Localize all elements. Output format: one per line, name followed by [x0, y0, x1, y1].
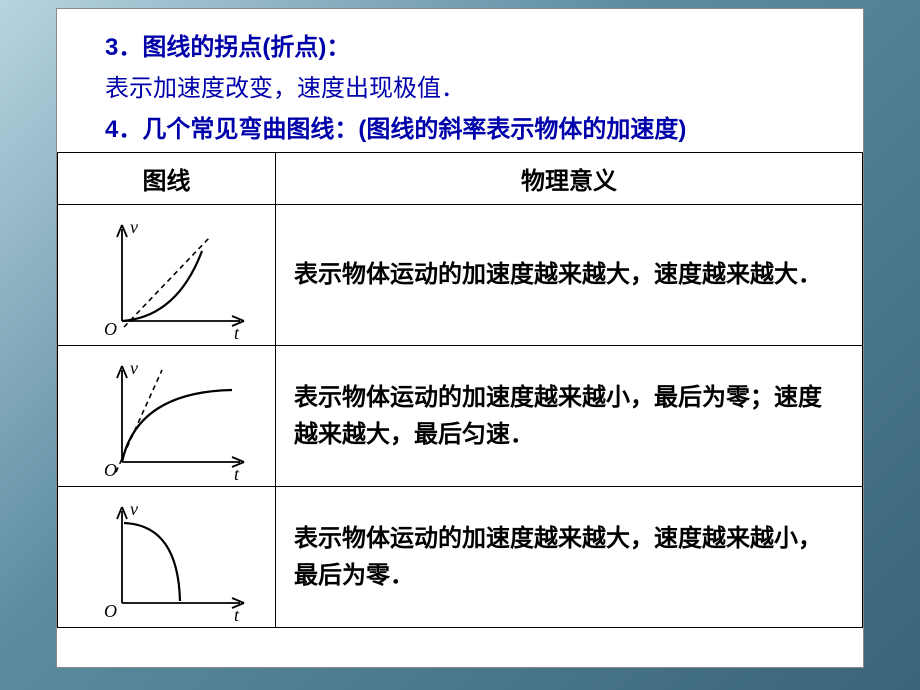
header-meaning: 物理意义	[276, 153, 863, 205]
table-row: Ot v 表示物体运动的加速度越来越大，速度越来越大．	[58, 205, 863, 346]
svg-text:t: t	[234, 323, 240, 339]
svg-text:t: t	[234, 605, 240, 621]
curves-table: 图线 物理意义 Ot v 表示物体运动的加速度越来越大，速度越来越大． Ot v 表…	[57, 152, 863, 628]
table-header-row: 图线 物理意义	[58, 153, 863, 205]
svg-text:v: v	[130, 358, 138, 378]
svg-text:O: O	[104, 460, 117, 480]
header-graph: 图线	[58, 153, 276, 205]
svg-text:O: O	[104, 319, 117, 339]
slide-background: 3．图线的拐点(折点)： 表示加速度改变，速度出现极值． 4．几个常见弯曲图线：…	[0, 0, 920, 690]
heading-area: 3．图线的拐点(折点)： 表示加速度改变，速度出现极值． 4．几个常见弯曲图线：…	[57, 9, 863, 152]
table-row: Ot v 表示物体运动的加速度越来越小，最后为零；速度越来越大，最后匀速．	[58, 346, 863, 487]
graph-cell-2: Ot v	[58, 346, 276, 487]
svg-text:v: v	[130, 499, 138, 519]
svg-text:t: t	[234, 464, 240, 480]
item-4-title: 4．几个常见弯曲图线：(图线的斜率表示物体的加速度)	[105, 109, 815, 144]
desc-cell-1: 表示物体运动的加速度越来越大，速度越来越大．	[276, 205, 863, 346]
item-3-body: 表示加速度改变，速度出现极值．	[105, 68, 815, 103]
vt-graph-1-icon: Ot v	[82, 211, 252, 339]
table-row: Ot v 表示物体运动的加速度越来越大，速度越来越小，最后为零．	[58, 487, 863, 628]
graph-cell-1: Ot v	[58, 205, 276, 346]
vt-graph-2-icon: Ot v	[82, 352, 252, 480]
vt-graph-3-icon: Ot v	[82, 493, 252, 621]
content-panel: 3．图线的拐点(折点)： 表示加速度改变，速度出现极值． 4．几个常见弯曲图线：…	[56, 8, 864, 668]
svg-text:O: O	[104, 601, 117, 621]
svg-text:v: v	[130, 217, 138, 237]
item-3-title: 3．图线的拐点(折点)：	[105, 27, 815, 62]
desc-cell-3: 表示物体运动的加速度越来越大，速度越来越小，最后为零．	[276, 487, 863, 628]
graph-cell-3: Ot v	[58, 487, 276, 628]
desc-cell-2: 表示物体运动的加速度越来越小，最后为零；速度越来越大，最后匀速．	[276, 346, 863, 487]
